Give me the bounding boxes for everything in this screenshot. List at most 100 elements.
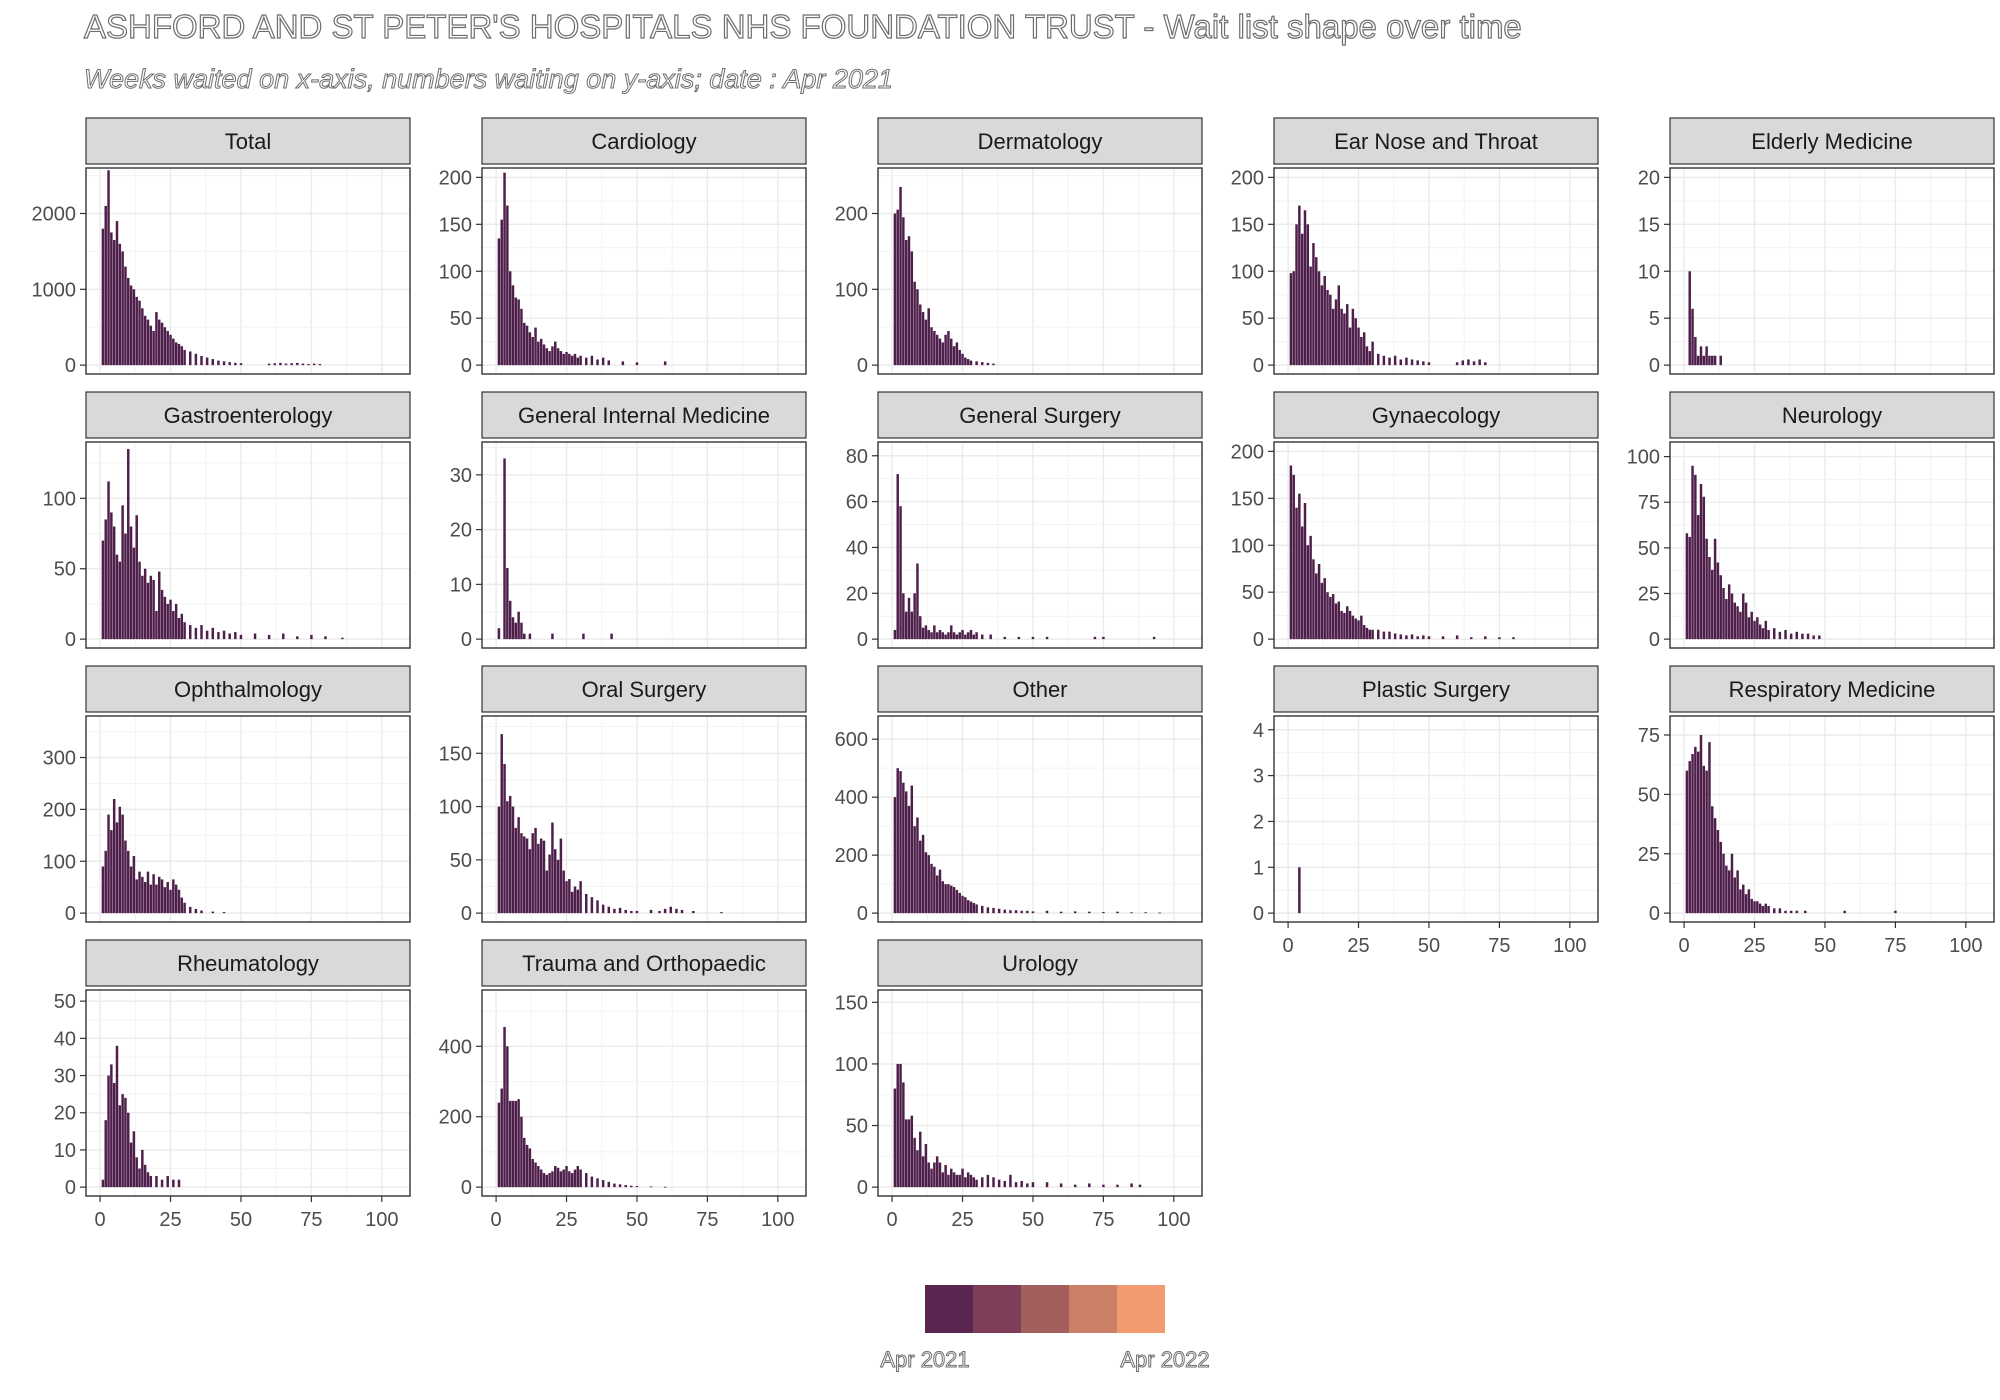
bar <box>525 325 529 366</box>
bar <box>966 359 970 366</box>
bar <box>1789 633 1793 640</box>
bar <box>966 1172 970 1188</box>
bar <box>118 806 122 914</box>
bar <box>1753 620 1756 640</box>
bar <box>981 905 984 914</box>
bar <box>896 768 899 914</box>
bar <box>1405 635 1408 640</box>
y-tick-label: 200 <box>439 1107 472 1129</box>
bar <box>927 629 930 640</box>
bar <box>1102 1184 1105 1188</box>
bar <box>163 596 167 640</box>
bar <box>200 356 203 366</box>
bar <box>318 363 322 366</box>
bar <box>183 349 186 366</box>
bar <box>916 563 919 640</box>
bar <box>1702 765 1706 914</box>
bar <box>205 630 209 640</box>
bar <box>1422 635 1425 640</box>
bar <box>1303 210 1307 366</box>
bar <box>573 886 577 914</box>
bar <box>1337 285 1341 366</box>
bar <box>143 882 147 914</box>
y-tick-label: 100 <box>835 1054 868 1076</box>
legend-swatch <box>973 1285 1021 1333</box>
facet-strip <box>1273 391 1599 439</box>
bar <box>1298 205 1301 366</box>
bar <box>1334 299 1338 366</box>
bar <box>1003 1180 1007 1188</box>
bar <box>902 782 905 914</box>
panel-border <box>85 441 411 649</box>
facet-panel: Dermatology 0 100 200 <box>835 117 1203 377</box>
bar <box>146 582 150 640</box>
bar <box>570 1173 574 1188</box>
bar <box>132 547 136 640</box>
bar <box>172 338 175 366</box>
y-tick-label: 5 <box>1649 308 1660 330</box>
bar <box>1410 634 1414 640</box>
bar <box>141 308 144 366</box>
x-tick-label: 75 <box>1092 1209 1114 1231</box>
facet-title: General Internal Medicine <box>518 403 770 428</box>
bar <box>1778 908 1782 914</box>
bar <box>1315 573 1318 640</box>
bar <box>568 1171 571 1188</box>
bar <box>107 814 110 914</box>
bar <box>124 840 127 914</box>
bar <box>110 1064 113 1188</box>
bar <box>950 1168 953 1188</box>
x-tick-label: 75 <box>696 1209 718 1231</box>
bar <box>307 363 310 366</box>
bar <box>514 297 518 366</box>
y-tick-label: 0 <box>1253 629 1264 651</box>
bar <box>1455 362 1459 366</box>
bar <box>135 515 138 640</box>
bar <box>950 338 953 366</box>
bar <box>1014 910 1018 914</box>
x-tick-label: 0 <box>887 1209 898 1231</box>
bar <box>961 353 964 366</box>
facet-panel: Ear Nose and Throat 0 50 100 150 200 <box>1231 117 1599 377</box>
bar <box>1300 526 1304 640</box>
bar <box>211 911 215 914</box>
bar <box>124 533 127 640</box>
bar <box>1326 592 1329 640</box>
bar <box>904 791 908 914</box>
bar <box>1410 359 1414 366</box>
bar <box>158 876 161 914</box>
facet-panel: Oral Surgery 0 50 100 150 <box>439 665 807 925</box>
facet-panel: General Surgery 0 20 40 60 80 <box>846 391 1203 651</box>
bar <box>658 910 661 914</box>
bar <box>1795 910 1799 914</box>
x-tick-label: 25 <box>159 1209 181 1231</box>
bar <box>141 876 144 914</box>
bar <box>1158 912 1161 914</box>
bar <box>554 849 557 914</box>
bar <box>966 900 970 914</box>
bar <box>1455 635 1459 640</box>
facet-strip <box>877 117 1203 165</box>
bar <box>952 346 956 366</box>
bar <box>107 1075 110 1188</box>
bar <box>692 910 695 914</box>
bar <box>523 836 526 914</box>
bar <box>1484 362 1487 366</box>
facet-strip <box>1273 665 1599 713</box>
bar <box>675 908 678 914</box>
bar <box>1806 633 1810 640</box>
bar <box>904 611 908 640</box>
bar <box>1329 596 1332 640</box>
bar <box>635 362 639 366</box>
y-tick-label: 15 <box>1638 214 1660 236</box>
bar <box>955 634 959 640</box>
y-tick-label: 100 <box>439 797 472 819</box>
bar <box>146 319 150 366</box>
bar <box>174 342 178 366</box>
bar <box>511 1100 515 1188</box>
bar <box>129 285 133 366</box>
bar <box>618 1184 622 1188</box>
bar <box>590 1176 594 1188</box>
y-tick-label: 100 <box>439 261 472 283</box>
bar <box>992 363 995 366</box>
